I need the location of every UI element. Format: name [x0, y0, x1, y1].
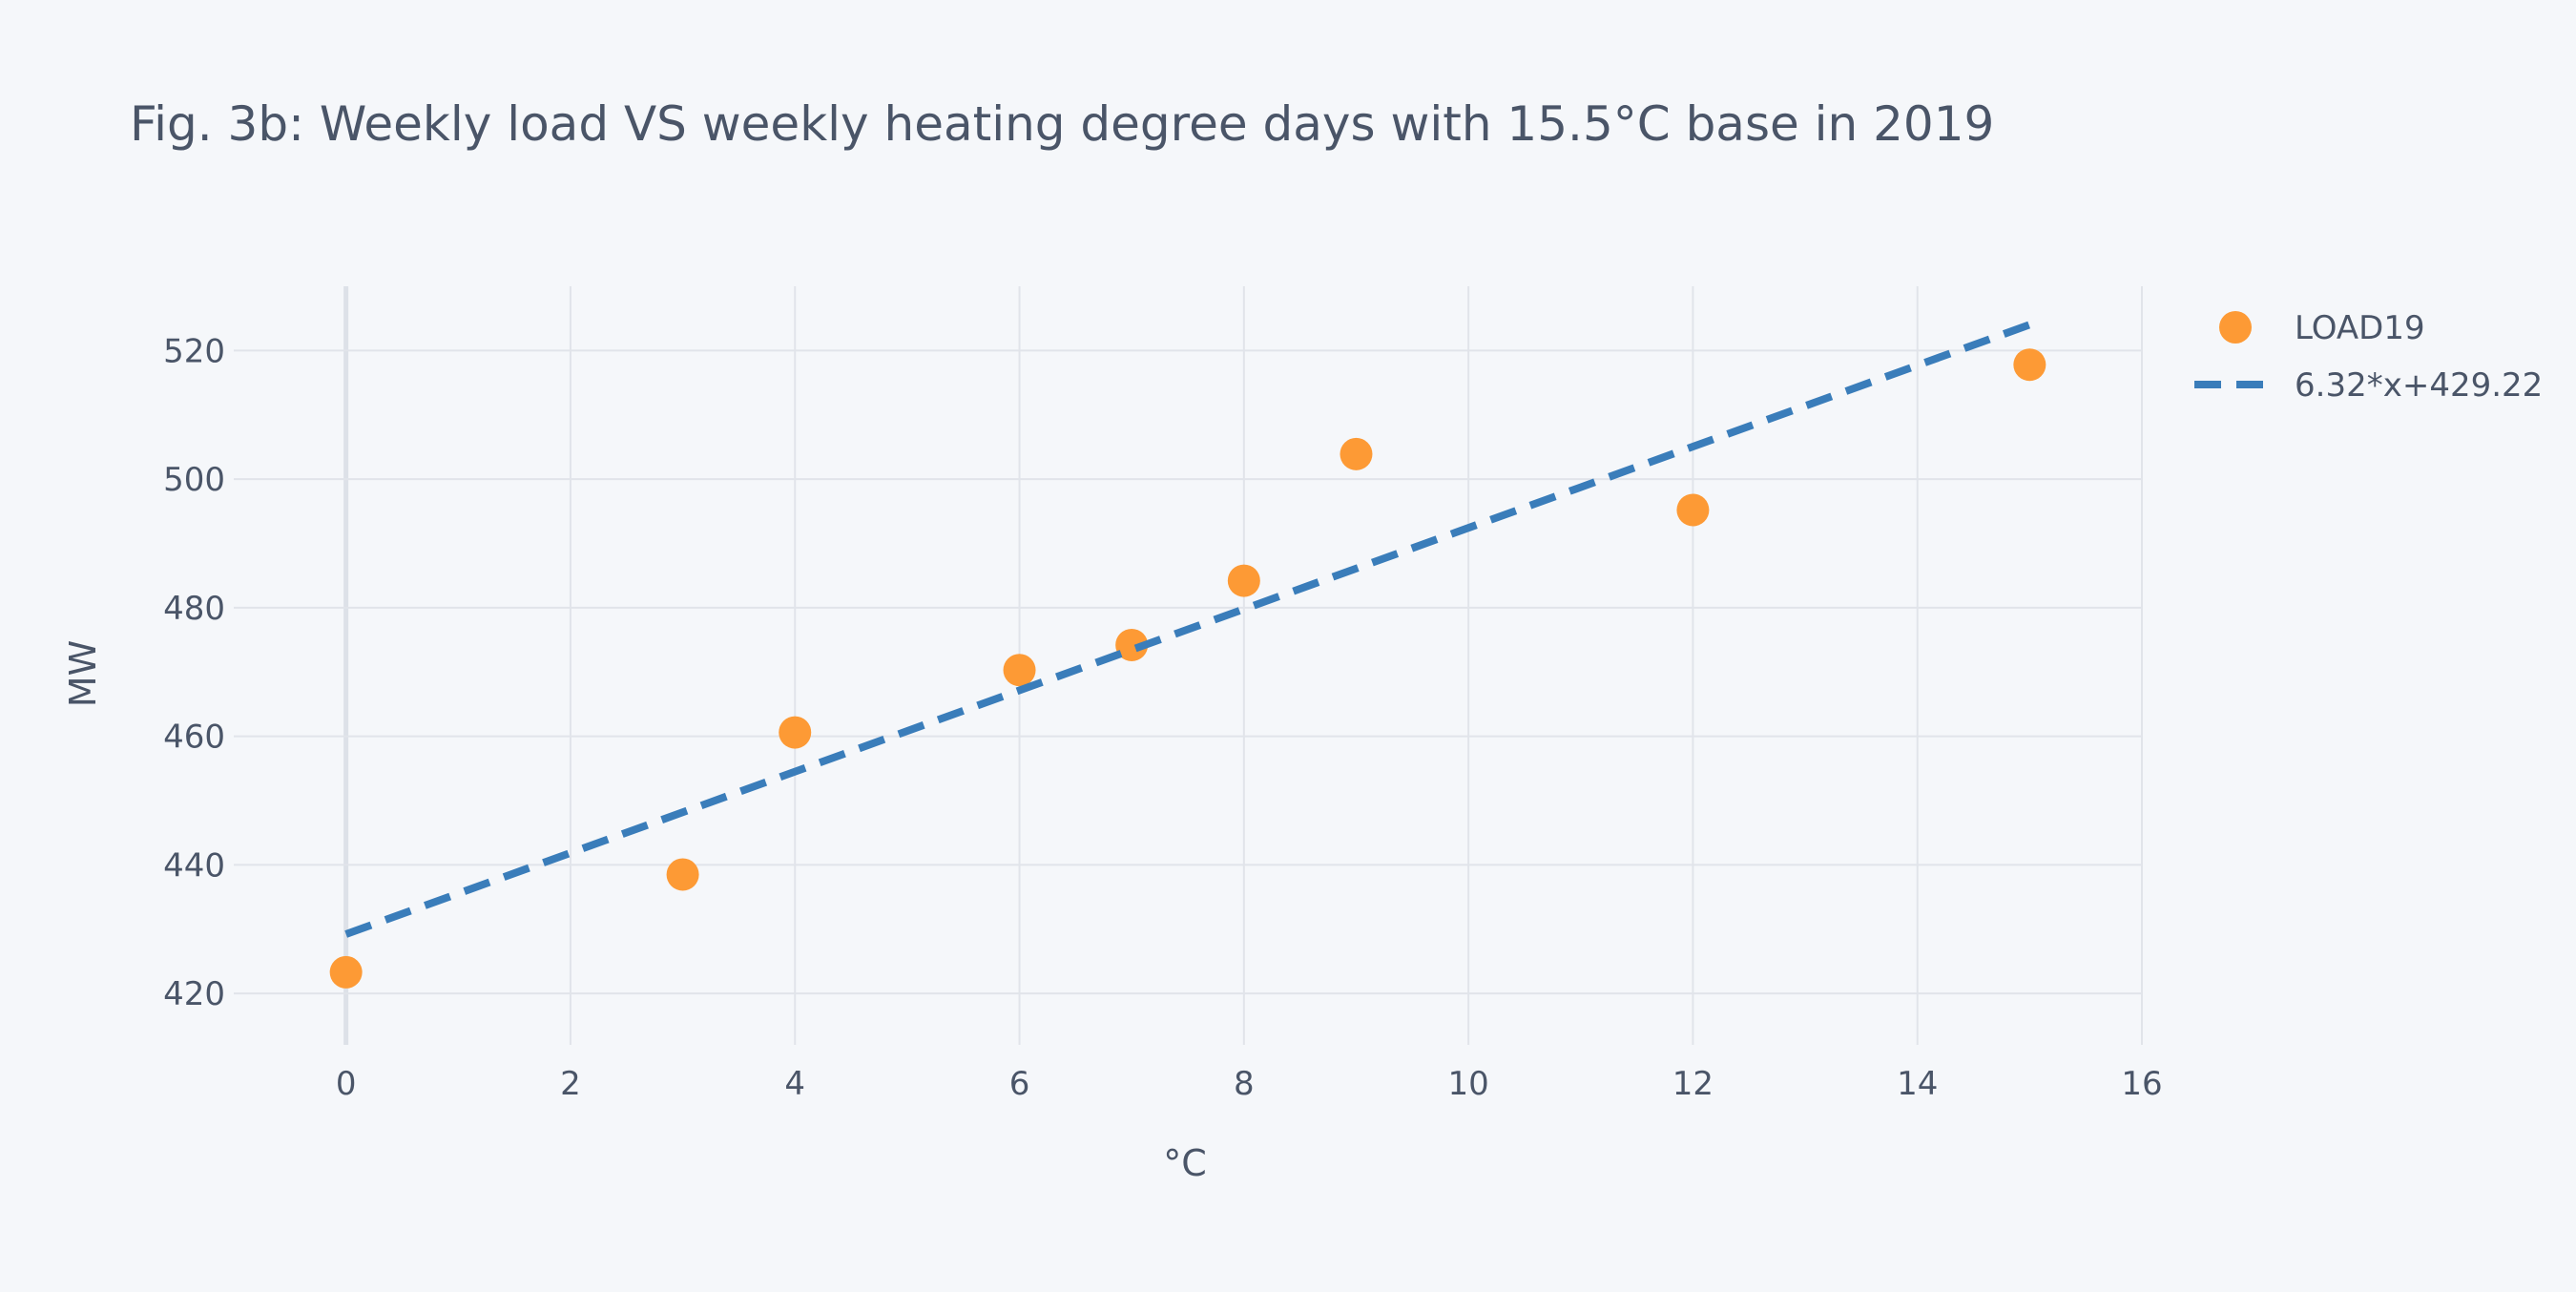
x-tick-label-5: 10 — [1447, 1065, 1488, 1103]
x-tick-label-3: 6 — [1009, 1065, 1030, 1103]
legend-label-1[interactable]: 6.32*x+429.22 — [2295, 366, 2543, 405]
data-point-8 — [2013, 348, 2046, 382]
x-tick-label-1: 2 — [560, 1065, 581, 1103]
data-point-0 — [329, 955, 363, 989]
x-tick-label-6: 12 — [1672, 1065, 1714, 1103]
x-tick-label-7: 14 — [1897, 1065, 1938, 1103]
chart-title: Fig. 3b: Weekly load VS weekly heating d… — [130, 96, 1994, 152]
y-axis-title: MW — [62, 640, 104, 707]
data-point-3 — [1003, 654, 1036, 687]
legend-label-0[interactable]: LOAD19 — [2295, 309, 2425, 347]
data-point-1 — [666, 858, 699, 891]
x-tick-label-4: 8 — [1234, 1065, 1255, 1103]
x-tick-label-0: 0 — [336, 1065, 357, 1103]
grid-layer — [234, 286, 2143, 1045]
data-point-4 — [1115, 628, 1149, 661]
x-tick-label-8: 16 — [2121, 1065, 2162, 1103]
x-axis-title: °C — [1163, 1142, 1207, 1184]
x-tick-label-2: 4 — [784, 1065, 805, 1103]
fit-line — [344, 321, 2031, 938]
y-tick-label-5: 520 — [163, 332, 225, 370]
data-point-5 — [1227, 564, 1260, 597]
y-tick-label-2: 460 — [163, 719, 225, 757]
legend-layer[interactable]: LOAD19 6.32*x+429.22 — [2194, 309, 2543, 405]
data-point-7 — [1676, 493, 1710, 527]
y-tick-label-4: 500 — [163, 461, 225, 499]
axis-layer: 0 2 4 6 8 10 12 14 16 420 440 460 480 500 520 — [163, 332, 2163, 1103]
series-layer — [329, 321, 2046, 989]
legend-marker-swatch[interactable] — [2219, 311, 2252, 344]
y-tick-label-3: 480 — [163, 590, 225, 628]
data-point-6 — [1340, 437, 1373, 470]
data-point-2 — [779, 716, 812, 749]
y-tick-label-0: 420 — [163, 975, 225, 1013]
y-tick-label-1: 440 — [163, 846, 225, 885]
